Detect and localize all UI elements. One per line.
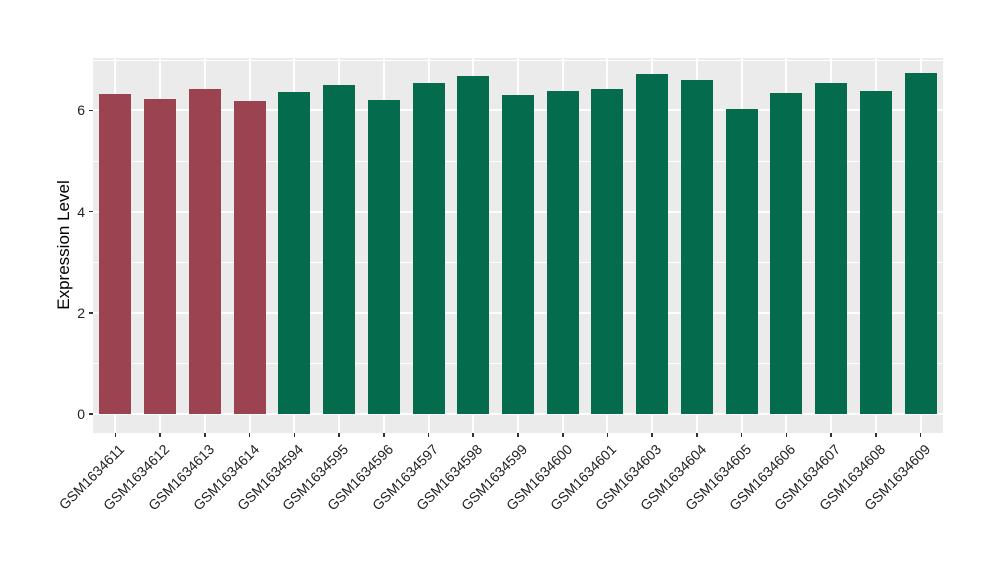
x-tick-mark	[606, 433, 609, 437]
y-tick-label: 4	[77, 203, 85, 220]
y-axis-title: Expression Level	[54, 180, 73, 310]
x-tick-mark	[696, 433, 698, 437]
bar	[502, 94, 534, 414]
bar	[457, 76, 490, 414]
x-tick-mark	[740, 433, 743, 437]
bar	[546, 90, 579, 414]
x-tick-mark	[248, 433, 251, 437]
bar	[815, 83, 848, 414]
bar	[412, 83, 445, 414]
x-tick-mark	[114, 433, 117, 437]
y-tick-label: 6	[77, 102, 85, 119]
x-tick-mark	[517, 433, 519, 437]
x-tick-mark	[338, 433, 340, 437]
bar	[770, 92, 803, 414]
bar	[680, 80, 713, 414]
x-tick-mark	[919, 433, 922, 437]
bar	[859, 90, 892, 414]
y-tick-label: 2	[77, 304, 85, 321]
x-tick-mark	[204, 433, 206, 437]
x-tick-mark	[159, 433, 161, 437]
x-tick-mark	[382, 433, 385, 437]
bar	[725, 108, 758, 414]
bar	[188, 88, 221, 414]
x-tick-label: GSM1634609	[860, 441, 933, 514]
x-tick-mark	[561, 433, 564, 437]
x-tick-mark	[875, 433, 877, 437]
bar	[323, 85, 356, 414]
y-tick-mark	[89, 413, 93, 415]
x-tick-mark	[651, 433, 653, 437]
x-tick-mark	[427, 433, 430, 437]
bar	[367, 99, 400, 414]
x-tick-mark	[472, 433, 475, 437]
bar	[233, 100, 266, 414]
bar	[144, 98, 177, 414]
horizontal-major-gridline	[93, 413, 943, 415]
bar	[99, 93, 132, 414]
x-tick-mark	[785, 433, 788, 437]
bar	[636, 73, 669, 414]
y-tick-mark	[89, 210, 93, 213]
plot-panel	[93, 58, 943, 433]
x-tick-mark	[830, 433, 832, 437]
bar	[904, 73, 937, 414]
horizontal-minor-gridline	[93, 59, 943, 61]
y-tick-mark	[89, 312, 93, 314]
bar	[591, 88, 624, 414]
x-tick-mark	[293, 433, 296, 437]
bar	[278, 92, 311, 414]
y-tick-label: 0	[77, 406, 85, 422]
y-tick-mark	[89, 109, 93, 112]
